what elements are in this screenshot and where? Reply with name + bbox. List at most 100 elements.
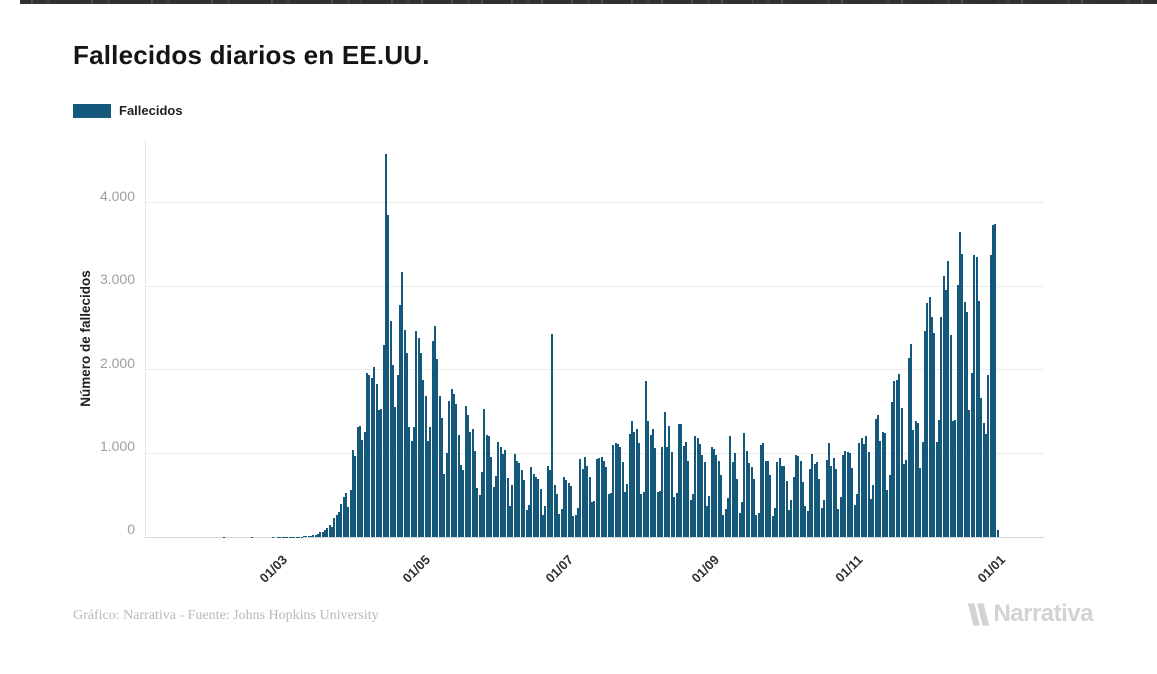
bar[interactable] bbox=[907, 358, 910, 537]
bar[interactable] bbox=[558, 514, 561, 537]
bar[interactable] bbox=[806, 511, 809, 537]
bar[interactable] bbox=[820, 508, 823, 537]
bar[interactable] bbox=[537, 479, 540, 537]
bar[interactable] bbox=[652, 429, 655, 537]
bar[interactable] bbox=[982, 423, 985, 537]
bar[interactable] bbox=[834, 468, 837, 537]
bar[interactable] bbox=[356, 426, 359, 537]
bar[interactable] bbox=[647, 421, 650, 537]
bar[interactable] bbox=[443, 474, 446, 537]
bar[interactable] bbox=[872, 485, 875, 537]
bar[interactable] bbox=[452, 393, 455, 537]
bar[interactable] bbox=[328, 525, 331, 537]
bar[interactable] bbox=[455, 403, 458, 537]
bar[interactable] bbox=[731, 461, 734, 537]
bar[interactable] bbox=[827, 443, 830, 537]
bar[interactable] bbox=[302, 536, 305, 537]
bar[interactable] bbox=[755, 515, 758, 537]
bar[interactable] bbox=[884, 432, 887, 537]
bar[interactable] bbox=[359, 426, 362, 537]
bar[interactable] bbox=[495, 476, 498, 537]
bar[interactable] bbox=[825, 459, 828, 537]
bar[interactable] bbox=[848, 453, 851, 537]
bar[interactable] bbox=[659, 491, 662, 537]
bar[interactable] bbox=[391, 364, 394, 537]
bar[interactable] bbox=[991, 225, 994, 537]
bar[interactable] bbox=[563, 476, 565, 537]
bar[interactable] bbox=[579, 459, 582, 537]
bar[interactable] bbox=[345, 493, 348, 537]
bar[interactable] bbox=[473, 450, 476, 537]
bar[interactable] bbox=[630, 420, 633, 537]
bar[interactable] bbox=[900, 407, 903, 537]
bar[interactable] bbox=[518, 462, 521, 537]
bar[interactable] bbox=[380, 408, 383, 537]
bar[interactable] bbox=[802, 482, 805, 537]
bar[interactable] bbox=[654, 448, 657, 537]
bar[interactable] bbox=[677, 423, 680, 537]
bar[interactable] bbox=[717, 460, 720, 537]
bar[interactable] bbox=[309, 535, 312, 537]
bar[interactable] bbox=[966, 312, 969, 537]
bar[interactable] bbox=[600, 456, 603, 537]
bar[interactable] bbox=[464, 406, 467, 537]
bar[interactable] bbox=[387, 215, 390, 537]
bar[interactable] bbox=[319, 532, 322, 537]
bar[interactable] bbox=[342, 496, 345, 537]
bar[interactable] bbox=[776, 462, 779, 537]
bar[interactable] bbox=[933, 333, 936, 537]
bar[interactable] bbox=[867, 451, 870, 537]
bar[interactable] bbox=[340, 503, 343, 537]
bar[interactable] bbox=[635, 429, 638, 537]
bar[interactable] bbox=[389, 321, 392, 537]
bar[interactable] bbox=[422, 379, 425, 537]
bar[interactable] bbox=[661, 446, 664, 537]
bar[interactable] bbox=[727, 498, 730, 537]
bar[interactable] bbox=[509, 505, 512, 537]
bar[interactable] bbox=[373, 367, 376, 537]
bar[interactable] bbox=[722, 514, 725, 537]
bar[interactable] bbox=[724, 508, 727, 537]
bar[interactable] bbox=[488, 435, 490, 537]
bar[interactable] bbox=[811, 454, 814, 537]
bar[interactable] bbox=[476, 487, 479, 537]
bar[interactable] bbox=[891, 402, 894, 537]
bar[interactable] bbox=[813, 464, 816, 537]
bar[interactable] bbox=[609, 493, 612, 537]
bar[interactable] bbox=[785, 481, 788, 537]
bar[interactable] bbox=[469, 431, 472, 537]
bar[interactable] bbox=[734, 452, 737, 537]
bar[interactable] bbox=[553, 485, 556, 537]
bar[interactable] bbox=[792, 477, 795, 537]
bar[interactable] bbox=[581, 468, 584, 537]
bar[interactable] bbox=[602, 461, 605, 537]
bar[interactable] bbox=[420, 353, 423, 537]
bar[interactable] bbox=[888, 475, 891, 537]
bar[interactable] bbox=[424, 395, 427, 537]
bar[interactable] bbox=[577, 507, 580, 537]
bar[interactable] bbox=[396, 375, 399, 537]
bar[interactable] bbox=[450, 389, 453, 537]
bar[interactable] bbox=[839, 497, 842, 537]
bar[interactable] bbox=[708, 496, 711, 537]
bar[interactable] bbox=[499, 446, 502, 537]
bar[interactable] bbox=[877, 414, 880, 537]
bar[interactable] bbox=[497, 442, 500, 537]
bar[interactable] bbox=[516, 461, 519, 537]
bar[interactable] bbox=[520, 470, 523, 537]
bar[interactable] bbox=[305, 536, 308, 537]
bar[interactable] bbox=[490, 456, 493, 537]
bar[interactable] bbox=[701, 455, 704, 537]
bar[interactable] bbox=[628, 434, 631, 537]
bar[interactable] bbox=[940, 317, 943, 537]
bar[interactable] bbox=[729, 436, 732, 537]
bar[interactable] bbox=[471, 429, 474, 537]
bar[interactable] bbox=[408, 426, 411, 537]
bar[interactable] bbox=[870, 498, 873, 537]
bar[interactable] bbox=[642, 492, 645, 537]
bar[interactable] bbox=[656, 491, 659, 537]
bar[interactable] bbox=[938, 419, 940, 537]
bar[interactable] bbox=[504, 449, 507, 537]
bar[interactable] bbox=[713, 449, 715, 537]
bar[interactable] bbox=[895, 380, 898, 537]
